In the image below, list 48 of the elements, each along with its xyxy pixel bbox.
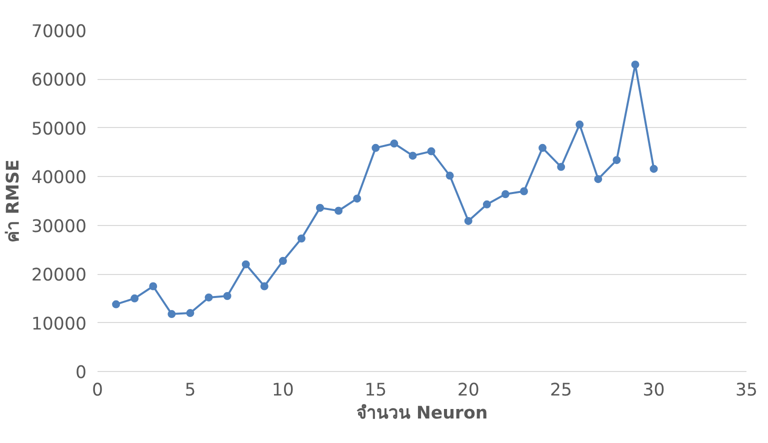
y-tick-label: 60000 (31, 70, 86, 91)
point (594, 175, 602, 184)
point (186, 309, 194, 318)
point (223, 292, 232, 300)
point (204, 293, 213, 302)
point (520, 187, 528, 196)
x-tick-label: 20 (457, 380, 480, 400)
point (612, 156, 621, 164)
x-tick-label: 0 (92, 380, 104, 400)
point (390, 140, 398, 148)
y-axis-title: ค่า RMSE (3, 160, 24, 242)
y-tick-label: 10000 (31, 314, 86, 334)
y-tick-label: 70000 (31, 22, 86, 42)
y-tick-label: 50000 (31, 119, 86, 140)
point (372, 144, 380, 152)
point (482, 200, 491, 208)
x-tick-label: 10 (272, 380, 294, 400)
point (427, 147, 436, 156)
point (576, 120, 584, 129)
x-tick-label: 35 (735, 380, 758, 400)
point (112, 300, 120, 308)
x-tick-label: 25 (550, 380, 572, 400)
point (316, 204, 324, 212)
y-tick-label: 40000 (31, 168, 86, 188)
y-tick-label: 30000 (31, 216, 86, 237)
point (149, 282, 158, 290)
point (242, 260, 250, 268)
point (278, 256, 287, 265)
x-tick-label: 15 (364, 380, 387, 400)
point (334, 206, 343, 215)
point (130, 294, 139, 302)
point (297, 234, 306, 243)
point (260, 282, 268, 290)
point (168, 310, 176, 318)
x-tick-label: 30 (642, 380, 665, 400)
point (538, 144, 547, 152)
point (408, 152, 417, 160)
point (650, 164, 658, 173)
point (501, 190, 510, 198)
y-tick-label: 20000 (31, 266, 86, 286)
y-tick-label: 0 (75, 363, 87, 383)
point (557, 162, 566, 171)
point (353, 194, 362, 203)
x-axis-title: จำนวน Neuron (356, 404, 488, 424)
point (631, 60, 640, 69)
x-tick-label: 5 (184, 380, 196, 400)
point (464, 216, 472, 225)
point (446, 172, 454, 180)
